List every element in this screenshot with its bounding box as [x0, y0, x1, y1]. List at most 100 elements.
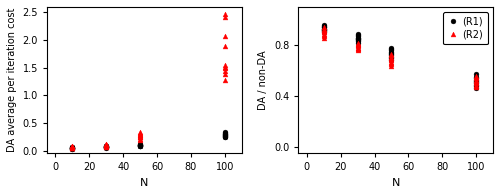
- (R1): [354, 38, 360, 40]
- (R1): [70, 147, 75, 149]
- (R1): [388, 47, 394, 49]
- (R1): [473, 83, 479, 86]
- (R1): [320, 30, 326, 32]
- (R1): [70, 147, 75, 149]
- (R1): [104, 146, 110, 148]
- (R1): [104, 146, 110, 149]
- (R2): [354, 44, 360, 46]
- (R1): [388, 57, 394, 59]
- Line: (R2): (R2): [322, 25, 478, 90]
- (R1): [222, 134, 228, 136]
- (R1): [222, 135, 228, 137]
- (R1): [388, 49, 394, 51]
- (R1): [222, 133, 228, 135]
- (R2): [320, 30, 326, 32]
- (R2): [70, 146, 75, 148]
- (R2): [388, 59, 394, 62]
- (R2): [473, 80, 479, 82]
- (R1): [320, 26, 326, 28]
- (R2): [104, 144, 110, 147]
- (R2): [222, 35, 228, 37]
- (R2): [473, 82, 479, 85]
- (R1): [104, 147, 110, 149]
- Legend: (R1), (R2): (R1), (R2): [443, 12, 488, 44]
- (R1): [222, 135, 228, 137]
- (R2): [137, 138, 143, 141]
- (R2): [70, 144, 75, 147]
- (R1): [222, 136, 228, 138]
- X-axis label: N: N: [140, 178, 148, 188]
- (R1): [104, 146, 110, 148]
- (R1): [104, 145, 110, 147]
- (R2): [473, 77, 479, 80]
- (R1): [473, 82, 479, 85]
- (R2): [320, 30, 326, 32]
- (R1): [222, 136, 228, 139]
- (R1): [388, 55, 394, 58]
- (R2): [104, 146, 110, 148]
- (R1): [137, 144, 143, 146]
- (R2): [104, 143, 110, 145]
- (R1): [320, 24, 326, 26]
- (R1): [388, 53, 394, 55]
- (R1): [70, 147, 75, 150]
- (R2): [320, 27, 326, 30]
- (R1): [473, 81, 479, 83]
- (R1): [70, 147, 75, 150]
- (R2): [104, 144, 110, 146]
- (R2): [222, 64, 228, 66]
- (R1): [354, 42, 360, 44]
- (R2): [473, 74, 479, 77]
- (R1): [222, 132, 228, 135]
- (R1): [222, 134, 228, 136]
- (R1): [320, 31, 326, 34]
- (R1): [320, 27, 326, 30]
- (R2): [320, 35, 326, 37]
- (R2): [388, 58, 394, 60]
- (R1): [388, 48, 394, 50]
- (R2): [473, 85, 479, 87]
- (R1): [473, 76, 479, 78]
- (R1): [137, 145, 143, 147]
- (R2): [70, 147, 75, 149]
- (R1): [320, 25, 326, 27]
- (R1): [320, 26, 326, 28]
- (R1): [137, 144, 143, 146]
- (R1): [70, 147, 75, 149]
- (R2): [388, 53, 394, 55]
- (R2): [388, 57, 394, 59]
- (R2): [388, 63, 394, 66]
- (R1): [354, 33, 360, 35]
- (R2): [104, 144, 110, 146]
- (R2): [70, 147, 75, 150]
- (R2): [70, 146, 75, 149]
- (R1): [388, 59, 394, 62]
- (R2): [354, 47, 360, 49]
- Y-axis label: DA / non-DA: DA / non-DA: [258, 50, 268, 110]
- (R2): [70, 146, 75, 149]
- (R1): [354, 35, 360, 37]
- (R1): [70, 146, 75, 149]
- (R1): [104, 146, 110, 149]
- (R2): [104, 144, 110, 147]
- (R2): [388, 64, 394, 67]
- (R1): [222, 131, 228, 134]
- (R2): [354, 44, 360, 46]
- (R2): [137, 136, 143, 139]
- (R1): [104, 146, 110, 148]
- (R2): [354, 49, 360, 51]
- (R2): [222, 69, 228, 72]
- (R1): [104, 146, 110, 149]
- (R2): [473, 86, 479, 88]
- (R1): [473, 85, 479, 87]
- (R2): [137, 136, 143, 138]
- Line: (R1): (R1): [70, 130, 228, 152]
- X-axis label: N: N: [392, 178, 400, 188]
- (R1): [70, 148, 75, 150]
- (R1): [137, 145, 143, 147]
- (R1): [70, 147, 75, 150]
- (R2): [137, 134, 143, 136]
- (R1): [354, 36, 360, 39]
- (R2): [104, 142, 110, 145]
- (R2): [104, 145, 110, 147]
